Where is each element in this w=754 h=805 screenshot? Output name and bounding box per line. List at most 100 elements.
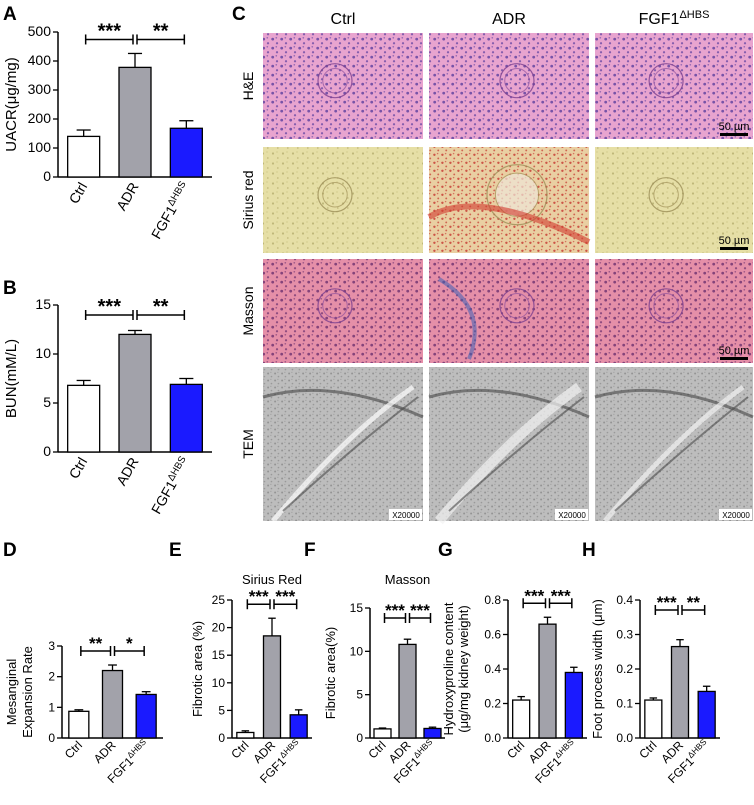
y-tick-label: 10 bbox=[212, 676, 226, 690]
tem-membrane bbox=[448, 396, 585, 512]
magnification-label: X20000 bbox=[558, 511, 586, 520]
glomerulus-outline bbox=[648, 177, 684, 213]
panel-letter: E bbox=[169, 540, 182, 561]
category-label: FGF1ΔHBS bbox=[148, 179, 193, 242]
glomerulus-outline bbox=[317, 177, 353, 213]
category-label: ADR bbox=[91, 738, 119, 766]
y-axis-label: Mesanginal bbox=[4, 659, 19, 726]
significance-label: ** bbox=[153, 296, 169, 318]
bar-1 bbox=[398, 643, 417, 739]
significance-label: *** bbox=[551, 586, 571, 605]
panel-letter: C bbox=[232, 4, 246, 25]
glomerulus-core bbox=[322, 181, 348, 208]
bar-0 bbox=[373, 728, 392, 739]
category-label: Ctrl bbox=[62, 738, 85, 761]
y-axis-label: UACR(μg/mg) bbox=[3, 57, 20, 151]
y-tick-label: 300 bbox=[28, 81, 52, 97]
y-axis-label: (μg/mg kidney weight) bbox=[456, 605, 471, 732]
bar-1 bbox=[118, 333, 152, 453]
category-label: Ctrl bbox=[504, 738, 527, 761]
bar-1 bbox=[262, 635, 282, 739]
category-label: ADR bbox=[113, 180, 142, 214]
significance-label: *** bbox=[98, 296, 122, 318]
glomerulus-outline bbox=[648, 63, 684, 99]
bar-0 bbox=[512, 699, 531, 739]
bar-2 bbox=[169, 383, 203, 453]
magnification-label: X20000 bbox=[392, 511, 420, 520]
glomerulus-outline bbox=[317, 288, 353, 324]
y-tick-label: 5 bbox=[43, 394, 51, 410]
scale-bar bbox=[720, 247, 748, 250]
significance-label: ** bbox=[153, 20, 169, 42]
collagen-streak bbox=[427, 203, 591, 245]
bar-0 bbox=[67, 135, 101, 178]
bar-0 bbox=[644, 699, 663, 739]
y-tick-label: 0 bbox=[356, 731, 363, 745]
y-tick-label: 0.4 bbox=[616, 593, 633, 607]
bar-0 bbox=[68, 710, 90, 739]
panel-letter: B bbox=[3, 278, 17, 299]
micrograph-2-2 bbox=[595, 259, 753, 363]
tem-lumen bbox=[435, 382, 582, 525]
scale-bar-label: 50 µm bbox=[719, 235, 750, 247]
panel-c-micrographs: C Ctrl ADR FGF1ΔHBS H&E Sirius red Masson TEM X2… bbox=[232, 4, 754, 525]
bar-0 bbox=[236, 731, 255, 739]
column-header: FGF1ΔHBS bbox=[639, 9, 710, 28]
glomerulus-core bbox=[322, 67, 348, 94]
chart-title: Masson bbox=[385, 572, 431, 587]
y-tick-label: 20 bbox=[212, 621, 226, 635]
glomerulus-core bbox=[504, 293, 530, 319]
y-tick-label: 0 bbox=[43, 168, 51, 184]
category-label: Ctrl bbox=[66, 180, 91, 207]
micrograph-0-0 bbox=[263, 33, 423, 139]
micrograph-1-2 bbox=[595, 147, 753, 253]
y-tick-label: 1 bbox=[48, 700, 55, 714]
significance-label: *** bbox=[385, 601, 405, 620]
chart-title: Sirius Red bbox=[242, 572, 302, 587]
y-tick-label: 15 bbox=[350, 601, 364, 615]
bar-2 bbox=[697, 690, 716, 739]
category-label: FGF1ΔHBS bbox=[148, 454, 193, 517]
significance-label: *** bbox=[275, 587, 295, 606]
significance-label: ** bbox=[687, 593, 701, 612]
significance-label: ** bbox=[89, 634, 103, 653]
y-tick-label: 0.1 bbox=[616, 697, 633, 711]
y-tick-label: 100 bbox=[28, 139, 52, 155]
bar-2 bbox=[135, 693, 157, 739]
row-header: TEM bbox=[240, 429, 256, 459]
y-tick-label: 0 bbox=[43, 443, 51, 459]
micrograph-2-0 bbox=[263, 259, 423, 363]
y-tick-label: 5 bbox=[218, 703, 225, 717]
significance-label: *** bbox=[98, 20, 122, 42]
category-label: Ctrl bbox=[366, 738, 389, 761]
bar-0 bbox=[67, 384, 101, 453]
significance-label: *** bbox=[410, 601, 430, 620]
tem-lumen bbox=[271, 384, 415, 523]
column-header: ADR bbox=[492, 11, 526, 28]
y-tick-label: 0.0 bbox=[484, 731, 501, 745]
scale-bar bbox=[720, 133, 748, 136]
row-header: Sirius red bbox=[240, 170, 256, 229]
y-axis-label: Expansion Rate bbox=[20, 646, 35, 738]
y-tick-label: 500 bbox=[28, 23, 52, 39]
scale-bar-label: 50 µm bbox=[719, 345, 750, 357]
bar-1 bbox=[670, 645, 690, 739]
chart-g: G 0.0 0.2 0.4 0.6 0.8 Hydroxyproline content (μ… bbox=[438, 540, 587, 786]
panel-letter: F bbox=[304, 540, 316, 561]
glomerulus-core bbox=[653, 67, 679, 94]
y-tick-label: 0.2 bbox=[484, 697, 501, 711]
y-tick-label: 0 bbox=[48, 731, 55, 745]
y-tick-label: 2 bbox=[48, 670, 55, 684]
tem-membrane bbox=[282, 396, 419, 512]
category-label: Ctrl bbox=[636, 738, 659, 761]
y-axis-label: Fibrotic area (%) bbox=[190, 621, 205, 717]
glomerulus-outline bbox=[499, 288, 535, 324]
chart-e: E Sirius Red 0 5 10 15 20 25 Fibrotic area (%) Ct… bbox=[169, 540, 312, 786]
y-tick-label: 3 bbox=[48, 639, 55, 653]
category-label: Ctrl bbox=[228, 738, 251, 761]
y-tick-label: 25 bbox=[212, 593, 226, 607]
y-axis-label: Hydroxyproline content bbox=[441, 602, 456, 735]
